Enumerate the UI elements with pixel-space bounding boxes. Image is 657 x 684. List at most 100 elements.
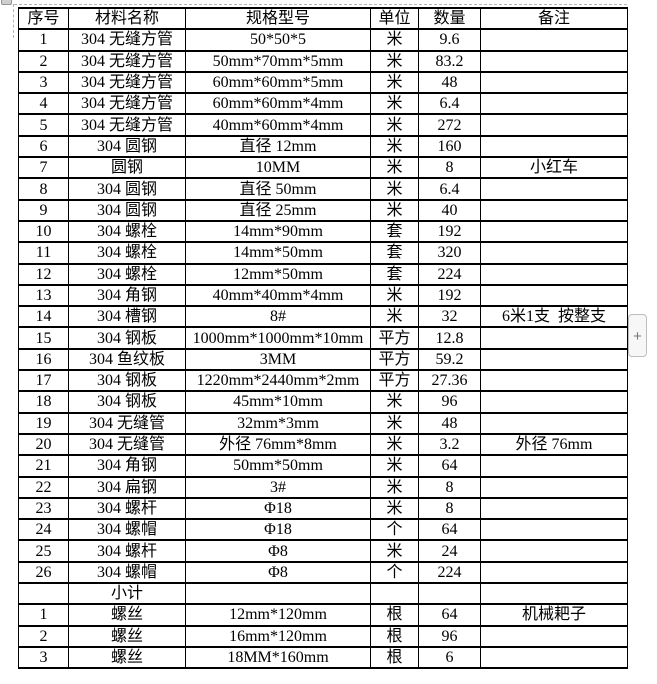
cell-unit[interactable]: 根 [370, 645, 419, 670]
cell-qty[interactable]: 40 [418, 198, 481, 222]
cell-name[interactable]: 304 角钢 [68, 283, 186, 308]
cell-no[interactable]: 18 [18, 390, 69, 414]
cell-no[interactable] [18, 582, 69, 606]
cell-spec[interactable]: 直径 25mm [185, 198, 371, 222]
cell-note[interactable]: 外径 76mm [480, 432, 628, 457]
cell-qty[interactable]: 8 [418, 475, 481, 499]
cell-spec[interactable] [185, 582, 371, 606]
cell-no[interactable]: 25 [18, 539, 69, 563]
cell-spec[interactable]: 12mm*120mm [185, 603, 371, 627]
cell-no[interactable]: 3 [18, 645, 69, 670]
cell-note[interactable] [480, 262, 628, 286]
cell-spec[interactable]: 60mm*60mm*4mm [185, 92, 371, 116]
cell-no[interactable]: 17 [18, 369, 69, 393]
cell-spec[interactable]: 10MM [185, 156, 371, 180]
cell-no[interactable]: 11 [18, 241, 69, 265]
cell-unit[interactable]: 米 [370, 134, 419, 159]
cell-name[interactable]: 304 钢板 [68, 390, 186, 414]
cell-name[interactable]: 304 无缝管 [68, 432, 186, 457]
cell-name[interactable]: 小计 [68, 582, 186, 606]
cell-spec[interactable]: 外径 76mm*8mm [185, 432, 371, 457]
cell-qty[interactable]: 3.2 [418, 432, 481, 457]
cell-note[interactable] [480, 28, 628, 52]
cell-no[interactable]: 19 [18, 411, 69, 435]
cell-name[interactable]: 304 槽钢 [68, 305, 186, 329]
cell-name[interactable]: 螺丝 [68, 645, 186, 670]
cell-no[interactable]: 1 [18, 603, 69, 627]
cell-note[interactable] [480, 113, 628, 137]
cell-qty[interactable]: 320 [418, 241, 481, 265]
cell-qty[interactable]: 64 [418, 454, 481, 478]
cell-name[interactable]: 304 无缝方管 [68, 70, 186, 95]
cell-qty[interactable]: 24 [418, 539, 481, 563]
cell-no[interactable]: 1 [18, 28, 69, 52]
cell-qty[interactable]: 6.4 [418, 177, 481, 201]
cell-no[interactable]: 9 [18, 198, 69, 222]
cell-unit[interactable]: 米 [370, 113, 419, 137]
cell-spec[interactable]: 14mm*90mm [185, 219, 371, 244]
cell-unit[interactable]: 平方 [370, 369, 419, 393]
cell-name[interactable]: 304 钢板 [68, 369, 186, 393]
cell-name[interactable]: 304 螺杆 [68, 496, 186, 521]
cell-unit[interactable]: 米 [370, 283, 419, 308]
cell-no[interactable]: 4 [18, 92, 69, 116]
cell-unit[interactable]: 米 [370, 177, 419, 201]
cell-unit[interactable]: 平方 [370, 347, 419, 372]
cell-name[interactable]: 304 角钢 [68, 454, 186, 478]
cell-note[interactable] [480, 645, 628, 670]
cell-unit[interactable]: 套 [370, 219, 419, 244]
cell-note[interactable] [480, 241, 628, 265]
cell-no[interactable]: 6 [18, 134, 69, 159]
cell-qty[interactable]: 192 [418, 219, 481, 244]
cell-note[interactable]: 小红车 [480, 156, 628, 180]
cell-note[interactable] [480, 134, 628, 159]
cell-spec[interactable]: 60mm*60mm*5mm [185, 70, 371, 95]
cell-spec[interactable]: 40mm*40mm*4mm [185, 283, 371, 308]
cell-note[interactable] [480, 560, 628, 585]
cell-unit[interactable]: 个 [370, 560, 419, 585]
cell-name[interactable]: 304 螺帽 [68, 560, 186, 585]
cell-unit[interactable]: 套 [370, 262, 419, 286]
header-cell-qty[interactable]: 数量 [418, 6, 481, 31]
cell-note[interactable] [480, 496, 628, 521]
cell-no[interactable]: 10 [18, 219, 69, 244]
cell-unit[interactable]: 米 [370, 92, 419, 116]
cell-note[interactable] [480, 411, 628, 435]
cell-qty[interactable]: 8 [418, 496, 481, 521]
cell-name[interactable]: 304 螺栓 [68, 241, 186, 265]
cell-unit[interactable]: 米 [370, 70, 419, 95]
cell-name[interactable]: 304 螺栓 [68, 219, 186, 244]
cell-note[interactable] [480, 475, 628, 499]
cell-qty[interactable]: 64 [418, 603, 481, 627]
cell-qty[interactable]: 224 [418, 262, 481, 286]
cell-unit[interactable]: 米 [370, 198, 419, 222]
cell-no[interactable]: 13 [18, 283, 69, 308]
cell-spec[interactable]: 1220mm*2440mm*2mm [185, 369, 371, 393]
cell-name[interactable]: 304 螺帽 [68, 518, 186, 542]
cell-no[interactable]: 14 [18, 305, 69, 329]
cell-note[interactable] [480, 177, 628, 201]
cell-name[interactable]: 304 无缝方管 [68, 92, 186, 116]
header-cell-no[interactable]: 序号 [18, 6, 69, 31]
cell-no[interactable]: 20 [18, 432, 69, 457]
cell-spec[interactable]: 14mm*50mm [185, 241, 371, 265]
cell-name[interactable]: 螺丝 [68, 603, 186, 627]
cell-spec[interactable]: 32mm*3mm [185, 411, 371, 435]
cell-no[interactable]: 23 [18, 496, 69, 521]
cell-no[interactable]: 22 [18, 475, 69, 499]
cell-qty[interactable]: 160 [418, 134, 481, 159]
cell-spec[interactable]: Φ18 [185, 518, 371, 542]
cell-no[interactable]: 15 [18, 326, 69, 350]
cell-note[interactable] [480, 70, 628, 95]
cell-note[interactable] [480, 454, 628, 478]
cell-name[interactable]: 304 无缝方管 [68, 49, 186, 73]
cell-spec[interactable]: 50mm*70mm*5mm [185, 49, 371, 73]
cell-spec[interactable]: 16mm*120mm [185, 624, 371, 648]
cell-note[interactable] [480, 582, 628, 606]
cell-spec[interactable]: Φ8 [185, 560, 371, 585]
cell-note[interactable] [480, 347, 628, 372]
cell-name[interactable]: 304 无缝方管 [68, 113, 186, 137]
cell-unit[interactable]: 米 [370, 390, 419, 414]
cell-qty[interactable]: 32 [418, 305, 481, 329]
cell-spec[interactable]: 18MM*160mm [185, 645, 371, 670]
